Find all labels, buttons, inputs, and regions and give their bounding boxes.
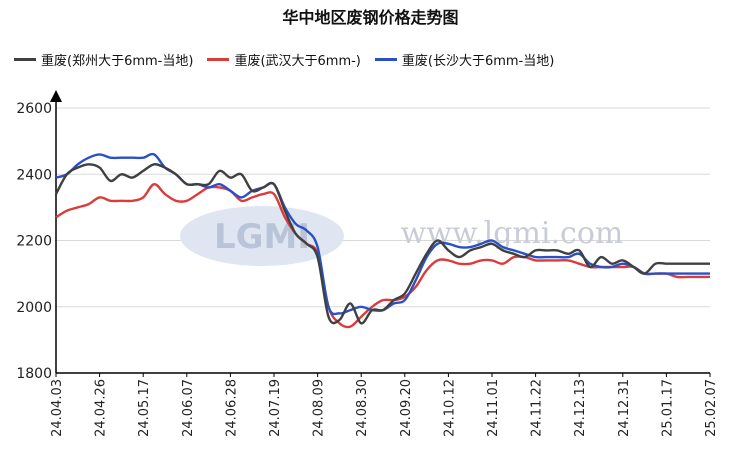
series-line-0 [54,163,710,325]
x-tick-label: 24.11.01 [486,379,501,437]
y-tick-2000: 2000 [16,300,52,316]
x-tick-label: 24.07.19 [268,379,283,437]
y-tick-2200: 2200 [16,234,52,250]
y-tick-2600: 2600 [16,101,52,117]
watermark: LGMI www.lgmi.com [180,206,623,266]
x-tick-label: 25.02.07 [704,379,719,437]
x-tick-label: 24.12.31 [617,379,632,437]
x-tick-label: 24.04.26 [94,379,109,437]
x-tick-label: 24.12.13 [573,379,588,437]
x-tick-labels: 24.04.03 24.04.26 24.05.17 24.06.07 24.06.28… [50,373,719,437]
legend-label-zhengzhou: 重废(郑州大于6mm-当地) [41,54,194,69]
watermark-logo-ellipse [180,206,344,266]
chart-title: 华中地区废钢价格走势图 [282,8,459,27]
series-lines [54,152,711,329]
legend: 重废(郑州大于6mm-当地) 重废(武汉大于6mm-) 重废(长沙大于6mm-当… [14,50,554,69]
x-tick-label: 24.06.28 [224,379,239,437]
y-tick-1800: 1800 [16,366,52,382]
x-tick-label: 24.05.17 [137,379,152,437]
y-tick-2400: 2400 [16,167,52,183]
gridlines [56,107,710,308]
x-tick-label: 25.01.17 [660,379,675,437]
legend-label-changsha: 重废(长沙大于6mm-当地) [401,54,555,69]
watermark-url: www.lgmi.com [401,216,624,251]
x-tick-label: 24.08.09 [312,379,327,437]
series-line-1 [55,183,710,329]
x-tick-label: 24.08.30 [355,379,370,437]
legend-label-wuhan: 重废(武汉大于6mm-) [234,54,361,69]
legend-item-wuhan: 重废(武汉大于6mm-) [207,50,361,69]
legend-swatch-wuhan [207,58,230,61]
x-tick-label: 24.10.12 [442,379,457,437]
x-tick-label: 24.09.20 [399,379,414,437]
x-tick-label: 24.11.22 [530,379,545,437]
x-tick-label: 24.04.03 [50,379,65,437]
axes [50,90,710,374]
legend-item-changsha: 重废(长沙大于6mm-当地) [374,50,555,69]
legend-swatch-zhengzhou [14,58,36,61]
x-tick-label: 24.06.07 [181,379,196,437]
y-tick-labels: 1800 2000 2200 2400 2600 [16,101,52,382]
legend-item-zhengzhou: 重废(郑州大于6mm-当地) [14,50,193,69]
y-axis-arrow-icon [50,90,62,102]
legend-swatch-changsha [374,58,397,61]
